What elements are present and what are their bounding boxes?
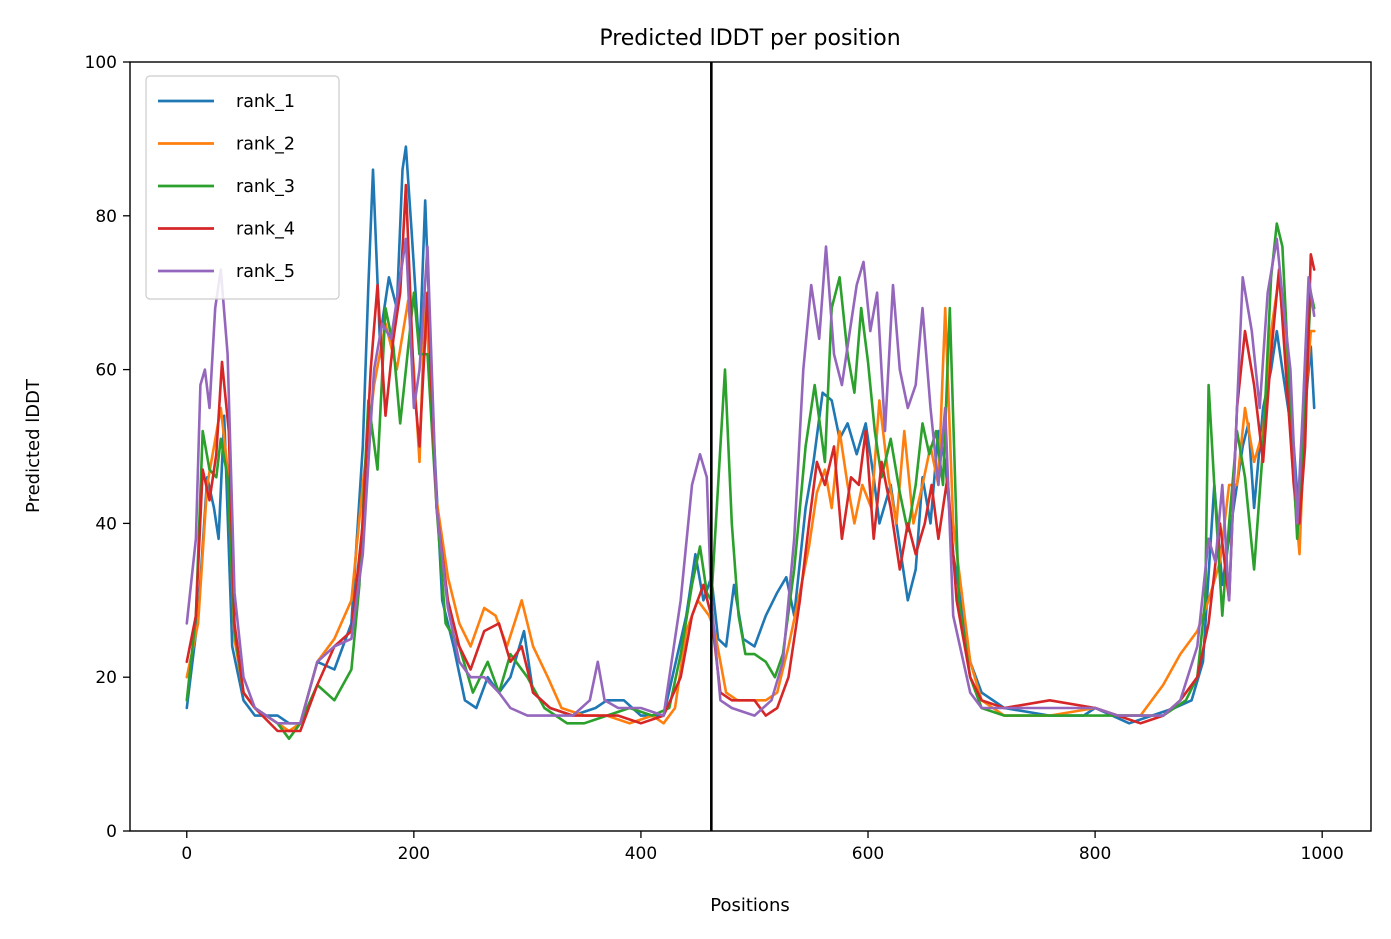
x-tick-label: 600 bbox=[852, 844, 884, 864]
legend-label-rank_3: rank_3 bbox=[236, 177, 295, 197]
y-tick-label: 60 bbox=[95, 361, 117, 381]
legend-label-rank_2: rank_2 bbox=[236, 135, 295, 155]
legend-label-rank_1: rank_1 bbox=[236, 92, 295, 112]
x-tick-label: 800 bbox=[1079, 844, 1111, 864]
series-lines bbox=[185, 145, 1316, 740]
chart-title: Predicted lDDT per position bbox=[599, 26, 900, 51]
y-tick-label: 100 bbox=[85, 53, 117, 73]
y-axis-label: Predicted lDDT bbox=[23, 378, 44, 513]
plot-frame bbox=[129, 61, 1372, 832]
legend-box bbox=[145, 75, 340, 300]
series-line-rank_1 bbox=[185, 145, 1316, 725]
x-tick-label: 0 bbox=[181, 844, 192, 864]
series-line-rank_5 bbox=[185, 237, 1316, 725]
y-axis-ticks: 0 20 40 60 80 100 bbox=[85, 53, 130, 842]
x-tick-label: 200 bbox=[398, 844, 430, 864]
y-tick-label: 80 bbox=[95, 207, 117, 227]
y-tick-label: 40 bbox=[95, 514, 117, 534]
legend-label-rank_4: rank_4 bbox=[236, 220, 295, 240]
x-axis-label: Positions bbox=[710, 895, 789, 916]
x-tick-label: 400 bbox=[625, 844, 657, 864]
series-line-rank_4 bbox=[185, 183, 1316, 733]
x-axis-ticks: 0 200 400 600 800 1000 bbox=[181, 831, 1344, 864]
y-tick-label: 0 bbox=[106, 822, 117, 842]
y-tick-label: 20 bbox=[95, 668, 117, 688]
legend: rank_1 rank_2 rank_3 rank_4 rank_5 bbox=[145, 75, 340, 300]
x-tick-label: 1000 bbox=[1301, 844, 1344, 864]
legend-label-rank_5: rank_5 bbox=[236, 262, 295, 282]
